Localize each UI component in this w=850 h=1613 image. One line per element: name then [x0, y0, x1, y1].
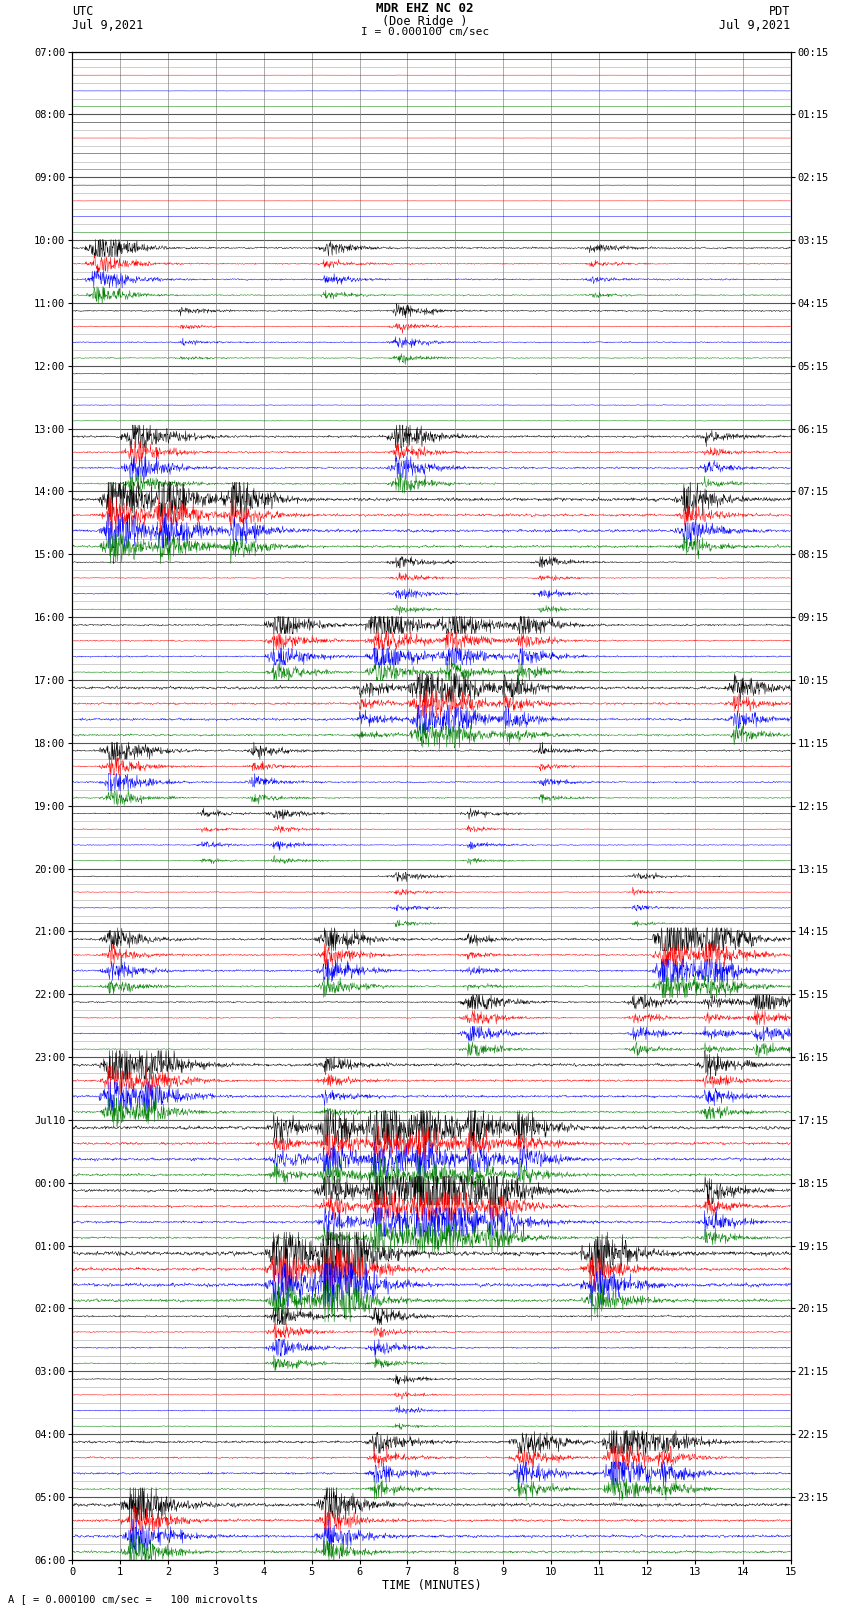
- Text: Jul 9,2021: Jul 9,2021: [72, 19, 144, 32]
- Text: I = 0.000100 cm/sec: I = 0.000100 cm/sec: [361, 27, 489, 37]
- X-axis label: TIME (MINUTES): TIME (MINUTES): [382, 1579, 481, 1592]
- Text: MDR EHZ NC 02: MDR EHZ NC 02: [377, 2, 473, 15]
- Text: UTC: UTC: [72, 5, 94, 18]
- Text: PDT: PDT: [769, 5, 790, 18]
- Text: A [ = 0.000100 cm/sec =   100 microvolts: A [ = 0.000100 cm/sec = 100 microvolts: [8, 1594, 258, 1603]
- Text: Jul 9,2021: Jul 9,2021: [719, 19, 791, 32]
- Text: (Doe Ridge ): (Doe Ridge ): [382, 15, 468, 27]
